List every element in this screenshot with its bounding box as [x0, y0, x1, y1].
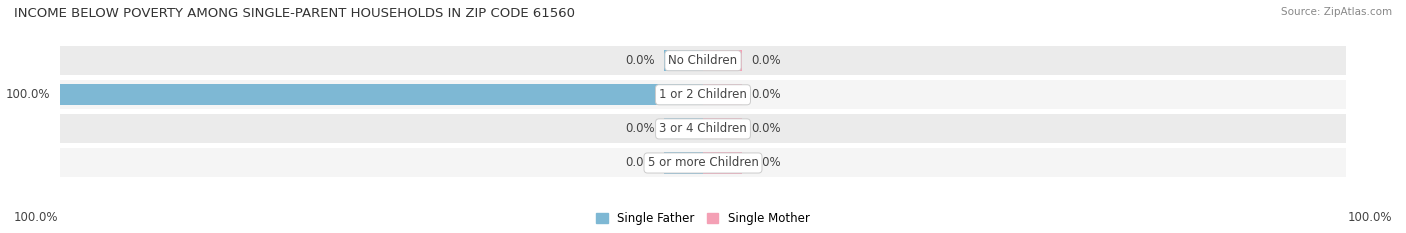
Text: 100.0%: 100.0%	[6, 88, 51, 101]
Text: 3 or 4 Children: 3 or 4 Children	[659, 122, 747, 135]
Text: INCOME BELOW POVERTY AMONG SINGLE-PARENT HOUSEHOLDS IN ZIP CODE 61560: INCOME BELOW POVERTY AMONG SINGLE-PARENT…	[14, 7, 575, 20]
Text: 0.0%: 0.0%	[751, 88, 780, 101]
Bar	[703, 118, 741, 140]
Bar	[703, 84, 741, 105]
Text: 0.0%: 0.0%	[751, 157, 780, 169]
Bar	[703, 152, 741, 174]
Text: Source: ZipAtlas.com: Source: ZipAtlas.com	[1281, 7, 1392, 17]
Text: 0.0%: 0.0%	[751, 54, 780, 67]
Legend: Single Father, Single Mother: Single Father, Single Mother	[596, 212, 810, 225]
Bar	[60, 46, 1346, 75]
Bar	[703, 50, 741, 71]
Text: 100.0%: 100.0%	[1347, 211, 1392, 224]
Text: 1 or 2 Children: 1 or 2 Children	[659, 88, 747, 101]
Text: 0.0%: 0.0%	[626, 122, 655, 135]
Text: 0.0%: 0.0%	[751, 122, 780, 135]
Bar	[60, 148, 1346, 178]
Bar	[665, 152, 703, 174]
Bar	[60, 114, 1346, 143]
Text: 0.0%: 0.0%	[626, 54, 655, 67]
Bar	[60, 84, 703, 105]
Text: 0.0%: 0.0%	[626, 157, 655, 169]
Bar	[665, 50, 703, 71]
Bar	[665, 118, 703, 140]
Text: No Children: No Children	[668, 54, 738, 67]
Text: 100.0%: 100.0%	[14, 211, 59, 224]
Bar	[60, 80, 1346, 109]
Text: 5 or more Children: 5 or more Children	[648, 157, 758, 169]
